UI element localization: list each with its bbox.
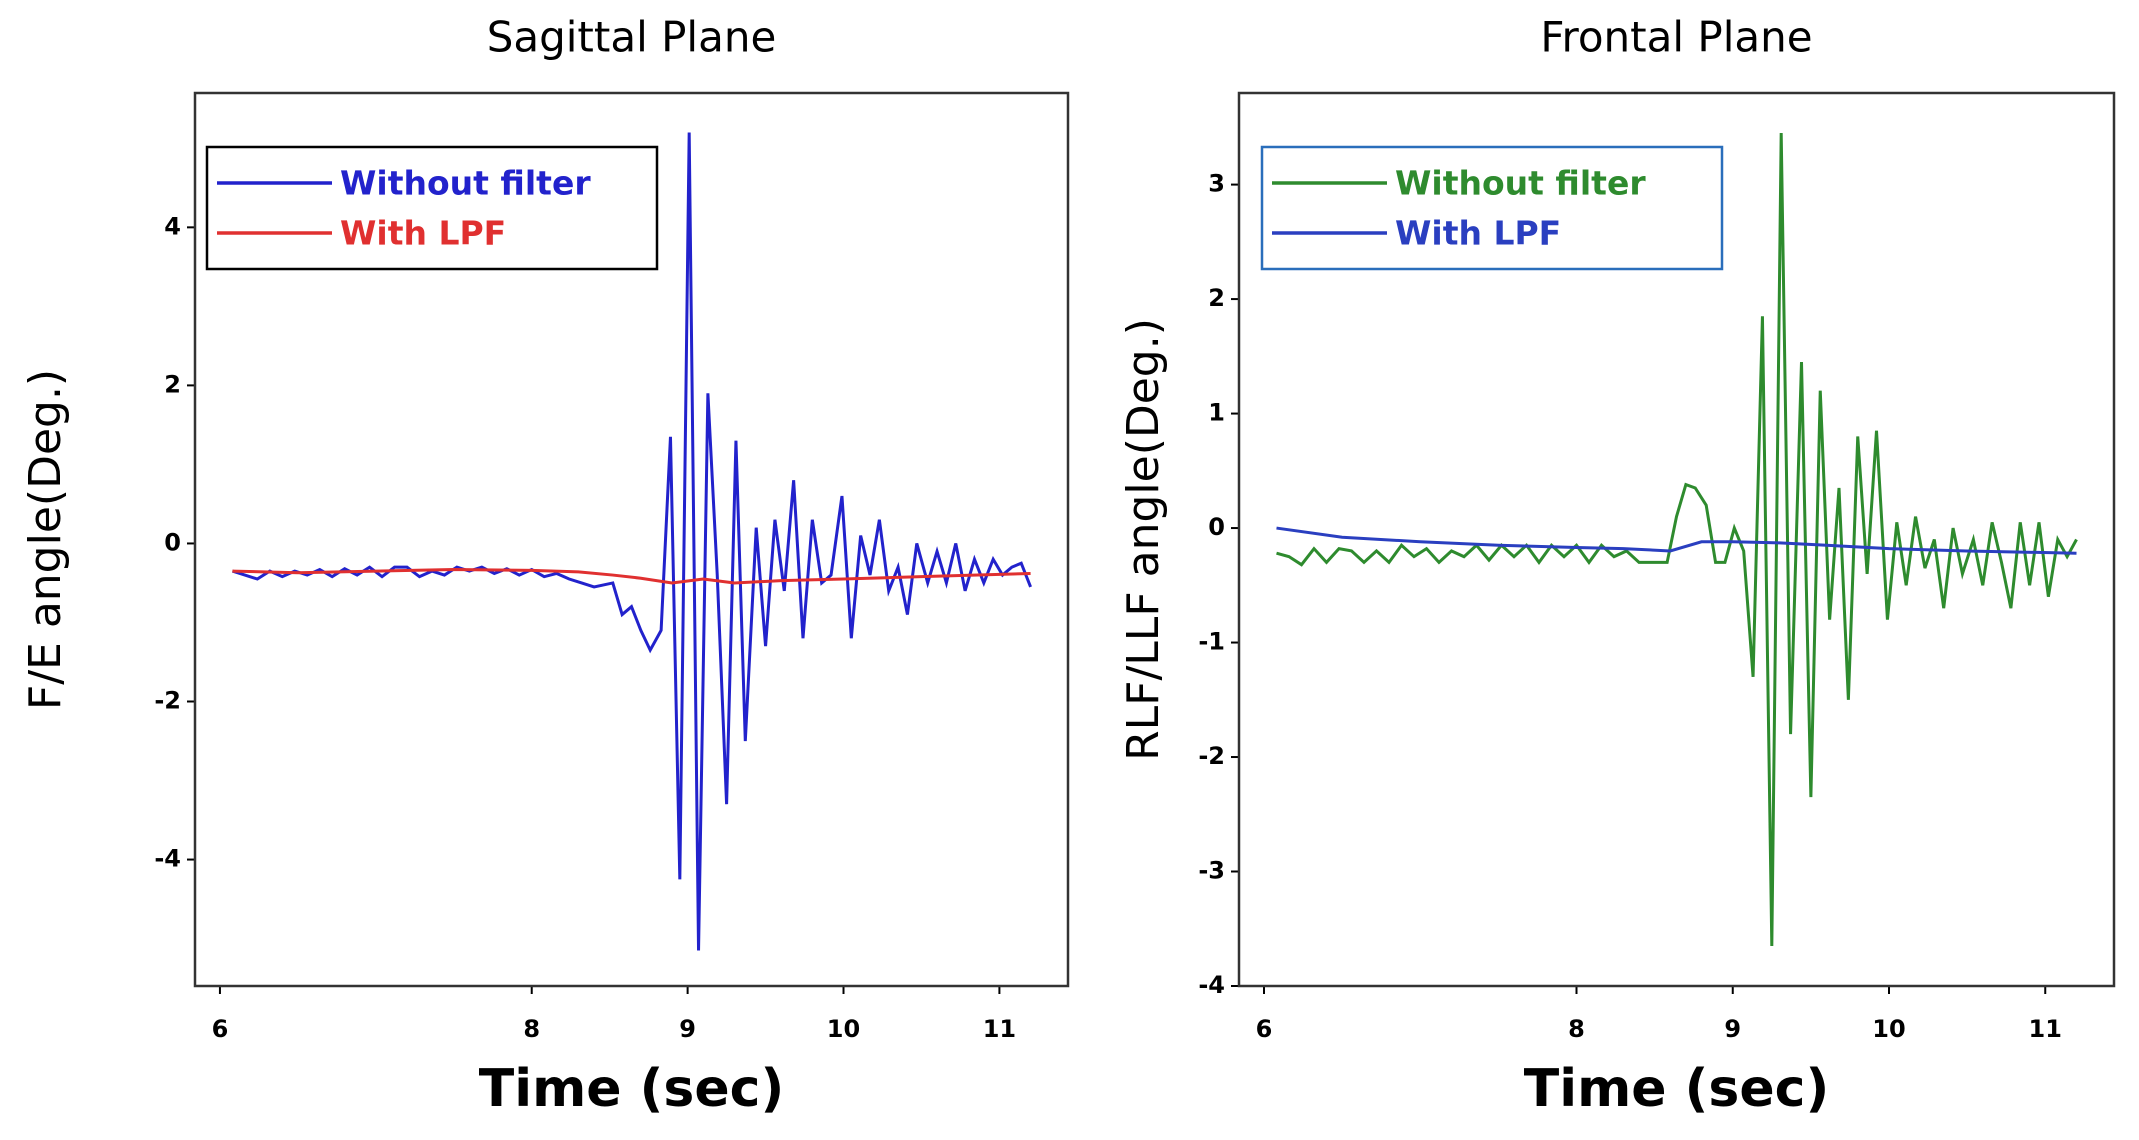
y-tick-label: -4 [154, 845, 181, 873]
x-tick-label: 10 [1872, 1015, 1905, 1043]
y-tick-label: 0 [164, 528, 181, 556]
x-tick-label: 6 [1256, 1015, 1273, 1043]
plot-frame [1237, 91, 2116, 988]
y-tick-label: -4 [1198, 971, 1225, 999]
y-tick-label: 1 [1208, 399, 1225, 427]
x-tick-label: 9 [1724, 1015, 1741, 1043]
x-tick-label: 8 [1568, 1015, 1585, 1043]
legend-label: Without filter [1395, 164, 1646, 203]
legend-label: With LPF [340, 214, 506, 253]
data-line [1276, 133, 2078, 946]
legend-label: Without filter [340, 164, 591, 203]
data-line [232, 568, 1031, 585]
x-tick-label: 8 [523, 1015, 540, 1043]
legend-box [1260, 145, 1724, 271]
x-tick-label: 11 [983, 1015, 1016, 1043]
y-tick-label: 2 [164, 370, 181, 398]
y-axis-label: RLF/LLF angle(Deg.) [1118, 318, 1169, 761]
y-tick-label: 4 [164, 212, 181, 240]
x-tick-label: 10 [827, 1015, 860, 1043]
y-tick-label: -3 [1198, 857, 1225, 885]
x-axis-label: Time (sec) [479, 1059, 784, 1119]
y-tick-label: -2 [1198, 742, 1225, 770]
legend-box [205, 145, 659, 271]
y-tick-label: -2 [154, 687, 181, 715]
y-tick-label: -1 [1198, 628, 1225, 656]
chart-title: Frontal Plane [1540, 13, 1812, 62]
x-axis-label: Time (sec) [1524, 1059, 1829, 1119]
legend-label: With LPF [1395, 214, 1561, 253]
data-line [231, 132, 1032, 951]
y-tick-label: 2 [1208, 284, 1225, 312]
y-axis-label: F/E angle(Deg.) [20, 369, 71, 710]
data-line [1276, 526, 2077, 555]
plot-frame [193, 91, 1070, 988]
y-tick-label: 0 [1208, 513, 1225, 541]
x-tick-label: 11 [2029, 1015, 2062, 1043]
chart-title: Sagittal Plane [487, 13, 777, 62]
x-tick-label: 9 [679, 1015, 696, 1043]
x-tick-label: 6 [212, 1015, 229, 1043]
y-tick-label: 3 [1208, 170, 1225, 198]
